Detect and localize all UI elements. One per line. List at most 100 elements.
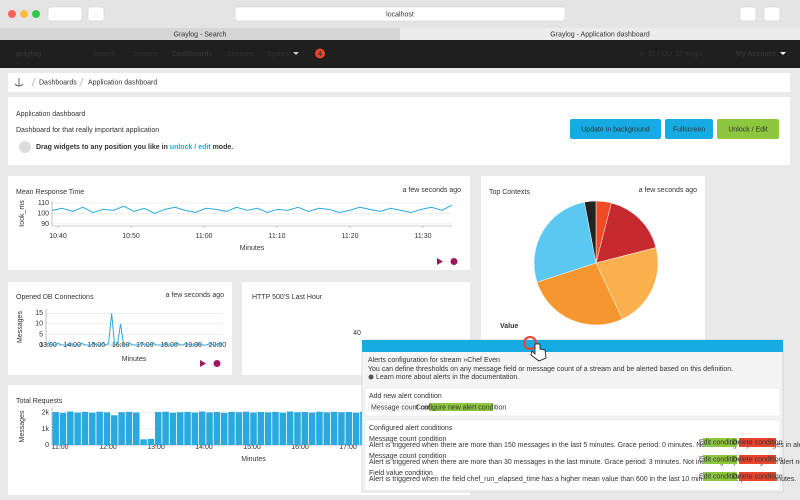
button[interactable] xyxy=(739,455,776,464)
bulb-icon xyxy=(368,374,374,380)
select[interactable] xyxy=(368,402,428,412)
minimize-dot[interactable] xyxy=(20,10,28,18)
bar xyxy=(111,415,118,445)
button-label[interactable]: Edit condition xyxy=(699,439,741,446)
button[interactable] xyxy=(665,119,713,139)
hand-cursor xyxy=(530,343,547,362)
x-tick-label: 11:10 xyxy=(269,233,286,240)
button-label[interactable]: Edit condition xyxy=(699,473,741,480)
bar xyxy=(352,412,360,445)
bar xyxy=(323,412,331,445)
button[interactable] xyxy=(703,438,737,447)
y-tick-label: 15 xyxy=(35,310,43,317)
tabs-button[interactable] xyxy=(763,6,781,22)
button-label[interactable]: Edit condition xyxy=(699,456,741,463)
button[interactable] xyxy=(717,119,779,139)
replay-icon[interactable] xyxy=(200,360,206,367)
sidebar-button[interactable] xyxy=(87,6,105,22)
button-label[interactable]: Unlock / Edit xyxy=(728,126,767,133)
y-tick-label: 0 xyxy=(45,442,49,449)
y-tick-label: 110 xyxy=(38,200,49,207)
hint-link[interactable]: unlock / edit xyxy=(170,144,212,151)
y-axis-label: Messages xyxy=(17,311,24,343)
caret xyxy=(780,52,786,55)
nav-item[interactable]: Streams xyxy=(132,51,159,58)
bar xyxy=(316,411,323,445)
x-tick-label: 15:00 xyxy=(243,444,261,451)
logo[interactable]: graylog xyxy=(16,51,41,58)
x-axis-label: Minutes xyxy=(122,356,147,363)
nav-item[interactable]: Search xyxy=(93,51,115,58)
x-tick-label: 14:00 xyxy=(63,342,81,349)
x-tick-label: 11:00 xyxy=(196,233,213,240)
button[interactable] xyxy=(570,119,661,139)
tab-active[interactable] xyxy=(400,28,800,40)
close-dot[interactable] xyxy=(8,10,16,18)
pie-slice xyxy=(584,200,597,264)
condition-description: Alert is triggered when the field chef_r… xyxy=(369,476,796,483)
nav-item[interactable]: Sources xyxy=(227,51,253,58)
button[interactable] xyxy=(703,455,737,464)
replay-icon[interactable] xyxy=(437,258,443,265)
url-bar[interactable] xyxy=(234,6,566,22)
y-axis-label: took_ms xyxy=(19,200,26,227)
button-label[interactable]: Update in background xyxy=(581,126,650,133)
nav-arrows[interactable] xyxy=(47,6,83,22)
share-button[interactable] xyxy=(739,6,757,22)
button-label[interactable]: Delete condition xyxy=(732,439,782,446)
bar xyxy=(89,412,96,445)
button-label[interactable]: Configure new alert condition xyxy=(416,404,507,411)
bar xyxy=(125,411,133,445)
y-tick-label: 10 xyxy=(35,321,43,328)
bar xyxy=(52,412,59,445)
x-axis-label: Minutes xyxy=(241,456,266,463)
bar xyxy=(133,412,140,445)
widget-updated: a few seconds ago xyxy=(166,292,224,299)
bar xyxy=(140,439,147,445)
nav-item[interactable]: Dashboards xyxy=(172,51,213,58)
throughput: In 32 / Out 32 msg/s xyxy=(640,51,704,58)
y-tick-label: 2k xyxy=(42,410,50,417)
bar xyxy=(184,411,191,445)
widget-panel[interactable] xyxy=(8,176,470,270)
zoom-dot[interactable] xyxy=(32,10,40,18)
x-tick-label: 12:00 xyxy=(99,444,117,451)
breadcrumb-link[interactable]: Dashboards xyxy=(39,79,77,86)
button-label[interactable]: Delete condition xyxy=(732,456,782,463)
button[interactable] xyxy=(739,472,776,481)
tab-title[interactable]: Graylog - Application dashboard xyxy=(550,31,650,38)
button[interactable] xyxy=(739,438,776,447)
widget-updated: a few seconds ago xyxy=(639,187,697,194)
x-tick-label: 17:00 xyxy=(339,444,357,451)
x-tick-label: 20:00 xyxy=(209,342,227,349)
select-value[interactable]: Message count condition xyxy=(371,404,449,411)
nav-item[interactable]: System xyxy=(267,51,291,58)
info-icon[interactable] xyxy=(450,258,458,265)
tab[interactable] xyxy=(0,28,400,40)
condition-title: Field value condition xyxy=(369,470,433,477)
account[interactable]: My Account xyxy=(736,51,776,58)
x-tick-label: 10:50 xyxy=(122,233,140,240)
button-label[interactable]: Delete condition xyxy=(732,473,782,480)
legend-title: Value xyxy=(500,323,518,330)
badge[interactable] xyxy=(315,48,325,59)
condition-title: Message count condition xyxy=(369,436,447,443)
tab-title[interactable]: Graylog - Search xyxy=(174,31,227,38)
bar xyxy=(176,412,184,445)
y-axis-label: Messages xyxy=(19,410,26,442)
caret xyxy=(293,52,299,55)
data-line xyxy=(45,313,223,346)
button[interactable] xyxy=(703,472,737,481)
bar xyxy=(162,411,169,445)
button-label[interactable]: Fullscreen xyxy=(673,126,705,133)
widget-title: Opened DB Connections xyxy=(16,294,94,301)
bar xyxy=(330,411,338,445)
url: localhost xyxy=(386,11,414,18)
info-icon[interactable] xyxy=(213,360,221,367)
bar xyxy=(96,411,103,445)
button[interactable] xyxy=(429,403,493,411)
bar xyxy=(154,412,162,445)
modal: Alerts configuration for stream »Chef Ev… xyxy=(361,339,800,493)
section-heading: Configured alert conditions xyxy=(369,425,453,432)
modal-link[interactable]: Learn more about alerts in the documenta… xyxy=(376,374,519,381)
